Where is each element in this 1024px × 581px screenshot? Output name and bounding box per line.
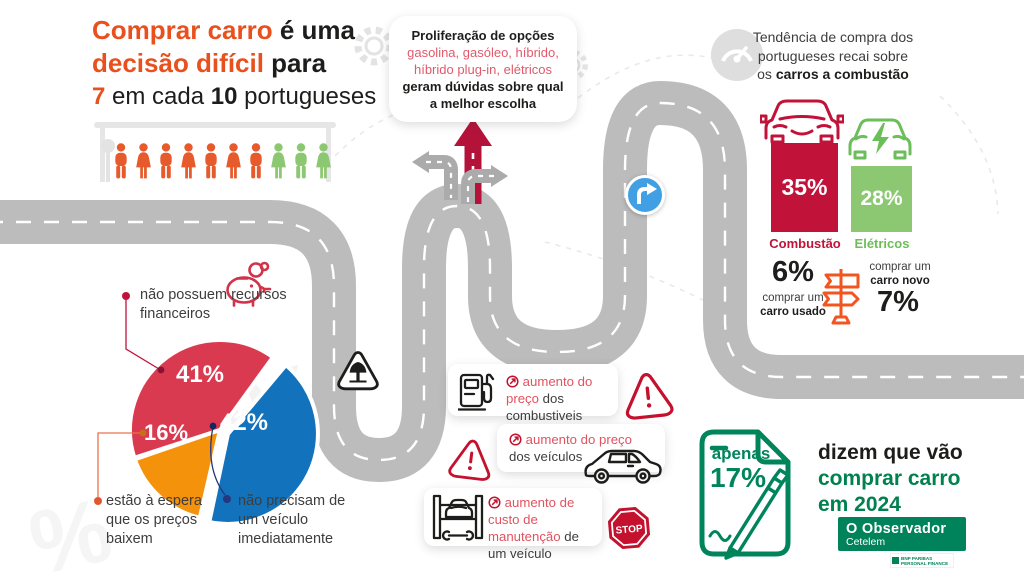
side-car-icon bbox=[584, 449, 662, 484]
stop-sign-icon: STOP bbox=[607, 506, 651, 550]
warning-triangle-icon bbox=[625, 372, 674, 420]
stop-sign-text: STOP bbox=[615, 523, 643, 536]
pie-slice-42 bbox=[207, 363, 320, 526]
tree-warning-sign-icon bbox=[337, 351, 379, 391]
bus-shelter bbox=[94, 122, 336, 182]
piggy-bank-icon bbox=[226, 261, 272, 307]
people-row bbox=[94, 122, 336, 182]
bar-eletricos-label: Elétricos bbox=[854, 236, 910, 251]
reason-maintenance-text: aumento de custo de manutenção de um veí… bbox=[488, 495, 579, 561]
gray-right-arrow bbox=[461, 165, 508, 204]
bnp-paribas-logo: BNP PARIBAS PERSONAL FINANCE bbox=[890, 553, 954, 568]
title-line-3: 7 em cada 10 portugueses bbox=[92, 83, 377, 110]
reason-vehicles-text: aumento do preço dos veículos bbox=[509, 432, 632, 464]
road-center-line bbox=[0, 101, 1024, 462]
pie-chart bbox=[94, 292, 320, 526]
pie-label-nao-precisam: não precisam de um veículo imediatamente bbox=[238, 493, 346, 547]
pie-value-41: 41% bbox=[175, 361, 225, 388]
contract-document-icon bbox=[699, 429, 791, 560]
bullet-red bbox=[122, 292, 130, 300]
page-title: Comprar carro é uma decisão difícil para… bbox=[92, 14, 376, 113]
options-bold-1: Proliferação de opções bbox=[411, 27, 555, 43]
electric-car-icon bbox=[848, 118, 912, 160]
bnp-logo-square bbox=[892, 557, 899, 564]
title-line-2: decisão difícil para bbox=[92, 48, 327, 78]
rising-price-icon bbox=[488, 496, 501, 509]
speedometer-icon bbox=[711, 29, 763, 81]
apenas-percent: 17% bbox=[709, 462, 767, 493]
bar-combustao: 35% bbox=[771, 143, 838, 232]
pie-value-16: 16% bbox=[143, 420, 189, 445]
pie-value-42: 42% bbox=[219, 409, 269, 436]
bullet-orange bbox=[94, 497, 102, 505]
used-car-percent: 6% bbox=[772, 256, 814, 288]
gray-left-arrow bbox=[412, 151, 458, 200]
dot-orange bbox=[139, 429, 147, 437]
bar-eletricos: 28% bbox=[851, 166, 912, 232]
reason-fuel-text: aumento do preço dos combustiveis bbox=[506, 374, 593, 423]
logo-brand: O Observador bbox=[846, 521, 947, 537]
combustion-car-icon bbox=[760, 99, 844, 144]
dot-blue bbox=[209, 422, 217, 430]
options-pink-1: gasolina, gasóleo, híbrido, bbox=[407, 44, 559, 60]
bullet-blue bbox=[223, 495, 231, 503]
options-bold-3: a melhor escolha bbox=[429, 95, 537, 111]
rising-price-icon bbox=[509, 433, 522, 446]
bar-combustao-label: Combustão bbox=[769, 236, 841, 251]
bnp-logo-text: BNP PARIBAS PERSONAL FINANCE bbox=[901, 555, 949, 566]
reason-box-vehicles: aumento do preço dos veículos bbox=[497, 424, 665, 472]
reason-box-maintenance: aumento de custo de manutenção de um veí… bbox=[424, 488, 602, 561]
pie-label-espera: estão à espera que os preços baixem bbox=[106, 493, 202, 547]
warning-triangle-icon bbox=[448, 439, 491, 481]
conclusion-text: dizem que vão comprar carro em 2024 bbox=[818, 441, 963, 516]
options-pink-2: híbrido plug-in, elétricos bbox=[413, 61, 553, 77]
logo-sub: Cetelem bbox=[846, 536, 886, 548]
options-box: Proliferação de opções gasolina, gasóleo… bbox=[389, 16, 577, 122]
trend-heading: Tendência de compra dos portugueses reca… bbox=[752, 29, 914, 82]
turn-right-sign-icon bbox=[625, 175, 665, 215]
road bbox=[0, 80, 1024, 483]
bar-eletricos-value: 28% bbox=[860, 187, 903, 210]
pen-icon bbox=[724, 468, 790, 560]
rising-price-icon bbox=[506, 375, 519, 388]
pie-slice-41 bbox=[128, 338, 275, 460]
pie-slice-16 bbox=[132, 428, 222, 520]
decor-dashed-curves bbox=[319, 54, 999, 301]
apenas-label: apenas bbox=[711, 444, 771, 463]
dot-red bbox=[157, 366, 165, 374]
options-bold-2: geram dúvidas sobre qual bbox=[402, 78, 564, 94]
title-line-1: Comprar carro é uma bbox=[92, 15, 355, 45]
reason-box-fuel: aumento do preço dos combustiveis bbox=[448, 364, 618, 423]
bar-combustao-value: 35% bbox=[781, 174, 828, 200]
pie-callout-lines bbox=[97, 300, 226, 497]
car-lift-icon bbox=[432, 494, 484, 541]
new-car-label: comprar um carro novo bbox=[869, 261, 931, 287]
person-icons bbox=[115, 143, 331, 179]
used-car-label: comprar um carro usado bbox=[760, 292, 826, 318]
fuel-pump-icon bbox=[458, 373, 495, 411]
pie-label-financeiros: não possuem recursos financeiros bbox=[140, 287, 287, 322]
signpost-icon bbox=[822, 269, 860, 325]
junction-arrows-icon bbox=[412, 118, 508, 204]
new-car-percent: 7% bbox=[877, 286, 919, 318]
observador-cetelem-logo: O Observador Cetelem bbox=[838, 517, 966, 551]
